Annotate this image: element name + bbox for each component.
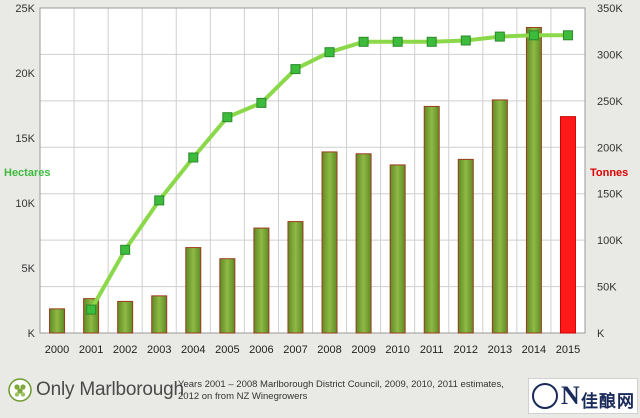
bar-2002 [117, 300, 134, 334]
left-axis-label: Hectares [4, 167, 50, 179]
right-axis-ticks: K 50K 100K 150K 200K 250K 300K 350K [597, 3, 623, 340]
x-tick-label: 2007 [283, 344, 307, 356]
hectares-point-2015 [562, 30, 573, 41]
bar-series [49, 27, 576, 334]
right-tick-label: 300K [597, 49, 623, 61]
bar-2012 [457, 158, 474, 334]
bar-2015 [559, 116, 576, 334]
left-tick-label: 25K [15, 3, 35, 15]
bar-2000 [49, 308, 66, 334]
x-tick-label: 2006 [249, 344, 273, 356]
right-tick-label: 200K [597, 142, 623, 154]
badge-circle-icon [532, 383, 558, 409]
chart: K 5K 10K 15K 20K 25K K 50K 100K 150K 200K 250K 300K… [4, 3, 628, 356]
hectares-point-2004 [188, 152, 199, 163]
hectares-point-2002 [120, 244, 131, 255]
hectares-point-2007 [290, 64, 301, 75]
left-axis-ticks: K 5K 10K 15K 20K 25K [15, 3, 35, 340]
plot-frame [39, 7, 586, 334]
x-tick-label: 2004 [181, 344, 205, 356]
badge-letter: N [561, 381, 580, 410]
watermark-badge: N 佳酿网 [528, 378, 638, 414]
x-tick-label: 2012 [454, 344, 478, 356]
right-axis-label: Tonnes [590, 167, 628, 179]
right-tick-label: 50K [597, 282, 617, 294]
left-tick-label: 15K [15, 133, 35, 145]
bar-2010 [389, 164, 406, 334]
x-tick-label: 2003 [147, 344, 171, 356]
bar-2003 [151, 295, 168, 334]
right-tick-label: K [597, 328, 605, 340]
hectares-point-2010 [392, 36, 403, 47]
x-tick-label: 2008 [317, 344, 341, 356]
hectares-point-2001 [86, 304, 97, 315]
hectares-point-2008 [324, 47, 335, 58]
x-tick-label: 2002 [113, 344, 137, 356]
left-tick-label: 5K [22, 263, 36, 275]
right-tick-label: 250K [597, 96, 623, 108]
badge-text: 佳酿网 [581, 392, 635, 411]
grape-logo-icon [8, 378, 32, 402]
x-tick-label: 2015 [556, 344, 580, 356]
footer: Only Marlborough Years 2001 – 2008 Marlb… [0, 372, 640, 418]
right-tick-label: 350K [597, 3, 623, 15]
x-tick-label: 2014 [522, 344, 546, 356]
left-tick-label: 10K [15, 198, 35, 210]
source-line-1: Years 2001 – 2008 Marlborough District C… [178, 379, 504, 390]
bar-2004 [185, 247, 202, 334]
bar-2011 [423, 105, 440, 334]
bar-2007 [287, 221, 304, 334]
x-tick-label: 2001 [79, 344, 103, 356]
x-tick-label: 2013 [488, 344, 512, 356]
hectares-point-2012 [460, 35, 471, 46]
left-tick-label: 20K [15, 68, 35, 80]
hectares-point-2003 [154, 195, 165, 206]
source-line-2: 2012 on from NZ Winegrowers [178, 391, 308, 402]
hectares-point-2006 [256, 97, 267, 108]
x-axis-ticks: 2000 2001 2002 2003 2004 2005 2006 2007 2008 2009… [45, 344, 580, 356]
bar-2009 [355, 153, 372, 334]
right-tick-label: 100K [597, 235, 623, 247]
brand-name[interactable]: Only Marlborough [36, 379, 184, 400]
hectares-point-2005 [222, 112, 233, 123]
x-tick-label: 2010 [385, 344, 409, 356]
left-tick-label: K [28, 328, 36, 340]
source-note: Years 2001 – 2008 Marlborough District C… [178, 379, 508, 403]
bar-2013 [491, 99, 508, 334]
x-tick-label: 2000 [45, 344, 69, 356]
bar-2008 [321, 151, 338, 334]
bar-2005 [219, 258, 236, 334]
bar-2014 [525, 27, 542, 334]
x-tick-label: 2005 [215, 344, 239, 356]
hectares-point-2013 [494, 31, 505, 42]
hectares-point-2009 [358, 36, 369, 47]
right-tick-label: 150K [597, 189, 623, 201]
line-series [86, 30, 573, 315]
x-tick-label: 2009 [351, 344, 375, 356]
bar-2006 [253, 227, 270, 334]
x-tick-label: 2011 [420, 344, 444, 356]
hectares-point-2011 [426, 36, 437, 47]
hectares-point-2014 [528, 30, 539, 41]
